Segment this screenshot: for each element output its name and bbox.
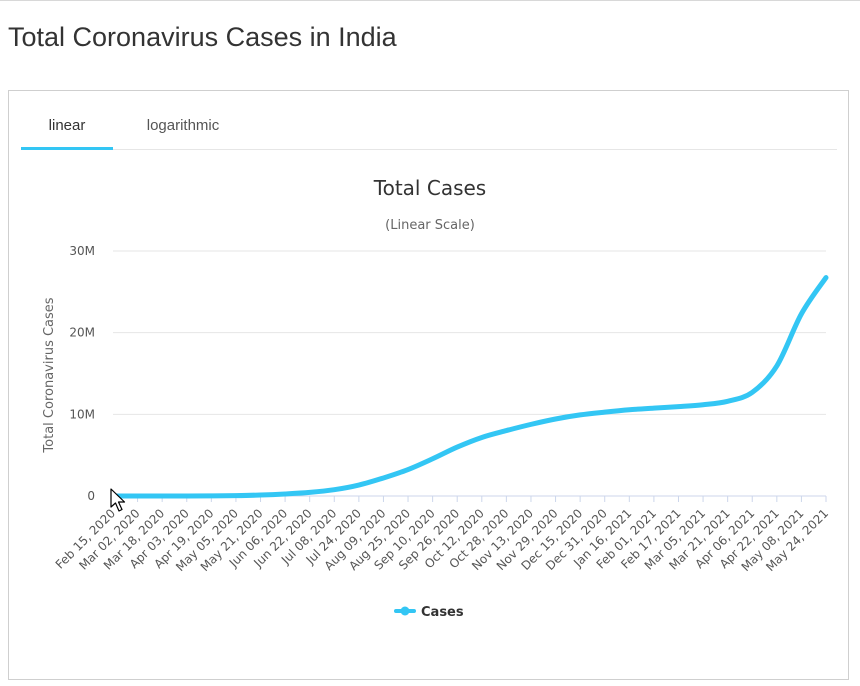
y-tick-label: 30M [69,244,95,258]
mouse-cursor-icon [110,488,126,512]
y-tick-label: 10M [69,407,95,421]
y-axis-ticks: 0 10M 20M 30M [69,244,95,503]
tab-linear[interactable]: linear [21,91,113,150]
y-tick-label: 0 [87,489,95,503]
scale-tabs: linear logarithmic [21,91,837,150]
chart-title: Total Cases [373,176,486,200]
chart-panel: linear logarithmic [8,90,849,680]
y-tick-label: 20M [69,326,95,340]
x-axis-tick-marks [112,496,827,502]
series-line-cases[interactable] [110,275,829,499]
chart-subtitle: (Linear Scale) [385,218,475,233]
window-top-border [0,0,860,1]
page-title: Total Coronavirus Cases in India [8,22,397,52]
legend-marker-icon [400,606,410,616]
series-points [112,277,827,497]
legend[interactable]: Cases [394,605,464,620]
tab-logarithmic[interactable]: logarithmic [146,117,220,134]
grid-lines [113,250,826,415]
y-axis-label: Total Coronavirus Cases [42,297,57,453]
legend-item-cases[interactable]: Cases [421,605,464,620]
